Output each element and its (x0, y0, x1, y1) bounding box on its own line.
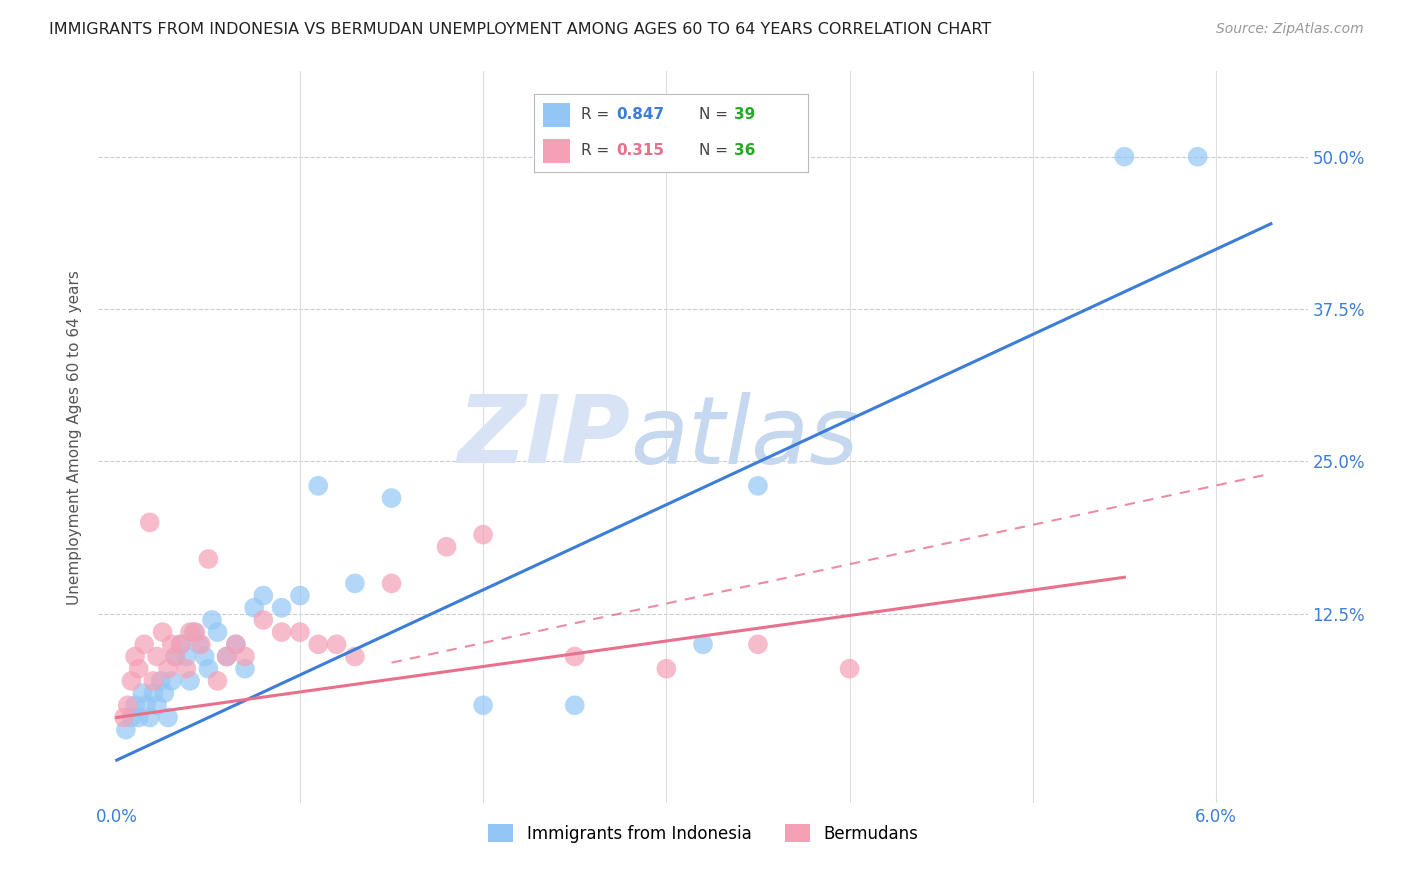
Point (197, 552, 219, 566)
Point (160, 637, 183, 651)
Point (152, 625, 174, 640)
Text: N =: N = (699, 107, 733, 122)
Point (233, 662, 256, 676)
Point (138, 710, 160, 724)
Point (179, 673, 201, 688)
Point (128, 662, 150, 676)
Point (146, 698, 169, 713)
Point (243, 600, 266, 615)
Point (135, 698, 157, 713)
Point (157, 662, 180, 676)
Point (307, 479, 329, 493)
Point (215, 649, 238, 664)
Point (176, 662, 198, 676)
Point (165, 649, 187, 664)
Point (160, 673, 183, 688)
Text: R =: R = (581, 107, 614, 122)
Point (747, 637, 769, 651)
Point (325, 637, 347, 651)
Point (179, 625, 201, 640)
Point (194, 649, 217, 664)
Point (472, 527, 495, 541)
Text: 0.847: 0.847 (616, 107, 665, 122)
Point (380, 491, 402, 505)
Text: IMMIGRANTS FROM INDONESIA VS BERMUDAN UNEMPLOYMENT AMONG AGES 60 TO 64 YEARS COR: IMMIGRANTS FROM INDONESIA VS BERMUDAN UN… (49, 22, 991, 37)
Point (149, 673, 172, 688)
Bar (543, 103, 569, 127)
Point (1114, 150, 1136, 164)
Point (225, 637, 247, 651)
Point (233, 649, 256, 664)
Point (564, 698, 586, 713)
Point (270, 600, 292, 615)
Point (120, 673, 142, 688)
Text: 0.315: 0.315 (616, 144, 665, 159)
Point (124, 698, 146, 713)
Text: 36: 36 (734, 144, 756, 159)
Point (124, 649, 146, 664)
Point (215, 649, 238, 664)
Y-axis label: Unemployment Among Ages 60 to 64 years: Unemployment Among Ages 60 to 64 years (67, 269, 83, 605)
Point (176, 649, 198, 664)
Point (134, 637, 156, 651)
Point (120, 710, 142, 724)
Point (142, 686, 165, 700)
Point (436, 540, 458, 554)
Point (1187, 150, 1209, 164)
Point (207, 673, 229, 688)
Point (128, 710, 150, 724)
Point (288, 625, 311, 640)
Point (307, 637, 329, 651)
Point (343, 576, 366, 591)
Point (157, 710, 180, 724)
Bar (543, 139, 569, 162)
Point (343, 649, 366, 664)
Point (170, 637, 193, 651)
Text: Source: ZipAtlas.com: Source: ZipAtlas.com (1216, 22, 1364, 37)
Point (252, 613, 274, 627)
Point (184, 625, 207, 640)
Point (692, 637, 714, 651)
Point (564, 649, 586, 664)
Text: 39: 39 (734, 107, 755, 122)
Point (117, 698, 139, 713)
Point (112, 710, 135, 724)
Point (225, 637, 247, 651)
Text: R =: R = (581, 144, 614, 159)
Point (190, 637, 212, 651)
Point (288, 589, 311, 603)
Point (655, 662, 678, 676)
Point (142, 673, 165, 688)
Text: atlas: atlas (630, 392, 859, 483)
Point (838, 662, 860, 676)
Point (270, 625, 292, 640)
Point (183, 625, 205, 640)
Point (131, 686, 153, 700)
Text: N =: N = (699, 144, 733, 159)
Point (153, 686, 176, 700)
Point (146, 649, 169, 664)
Point (201, 613, 224, 627)
Point (165, 649, 187, 664)
Point (197, 662, 219, 676)
Legend: Immigrants from Indonesia, Bermudans: Immigrants from Indonesia, Bermudans (481, 818, 925, 849)
Point (472, 698, 495, 713)
Text: ZIP: ZIP (457, 391, 630, 483)
Point (207, 625, 229, 640)
Point (188, 637, 211, 651)
Point (115, 723, 138, 737)
Point (138, 516, 160, 530)
Point (170, 637, 193, 651)
Point (747, 479, 769, 493)
Point (252, 589, 274, 603)
Point (380, 576, 402, 591)
